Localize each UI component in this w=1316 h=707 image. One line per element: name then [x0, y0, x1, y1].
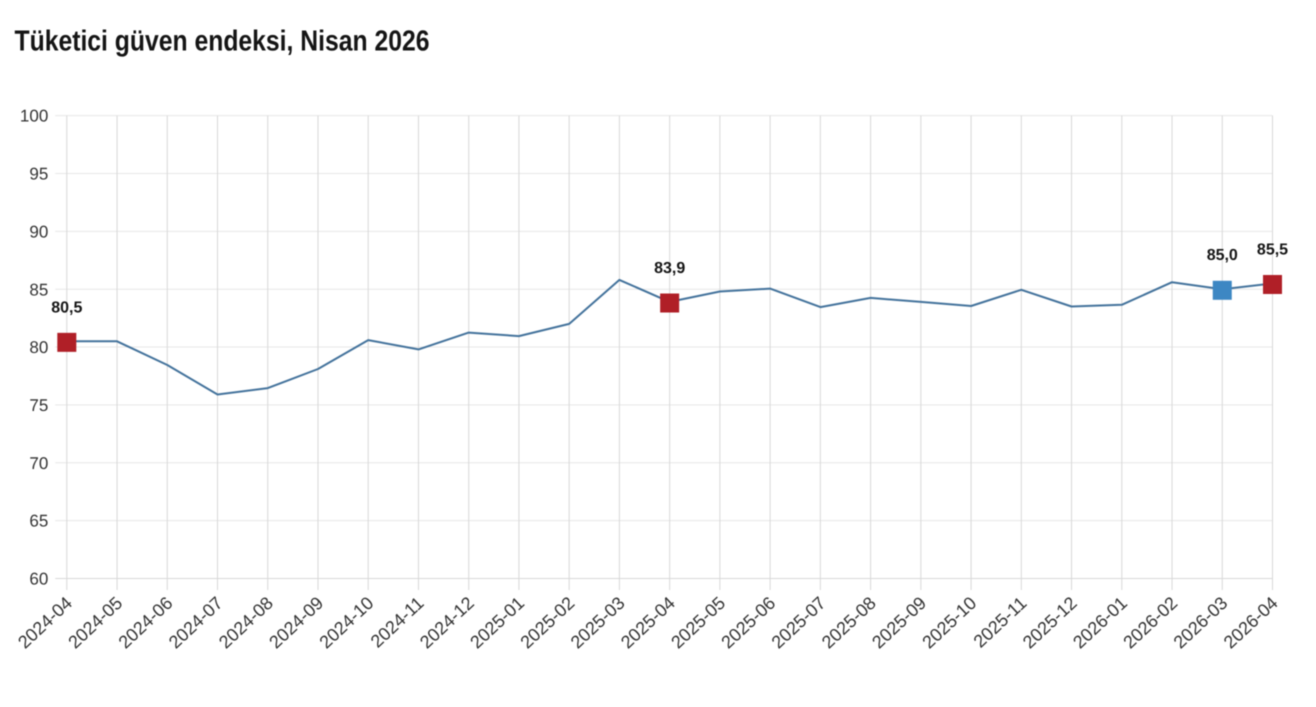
svg-text:2024-11: 2024-11: [367, 593, 428, 652]
svg-text:2025-09: 2025-09: [868, 593, 930, 653]
svg-text:95: 95: [29, 165, 48, 184]
svg-text:2024-05: 2024-05: [64, 593, 126, 653]
svg-text:85,0: 85,0: [1207, 247, 1238, 264]
svg-text:2025-03: 2025-03: [567, 593, 629, 653]
svg-text:2026-01: 2026-01: [1069, 593, 1131, 653]
svg-text:2025-04: 2025-04: [617, 593, 679, 653]
svg-text:2025-05: 2025-05: [667, 593, 729, 653]
svg-text:2025-08: 2025-08: [818, 593, 880, 653]
svg-text:100: 100: [20, 107, 48, 126]
svg-text:Tüketici güven endeksi, Nisan: Tüketici güven endeksi, Nisan 2026: [15, 26, 430, 58]
svg-text:80,5: 80,5: [51, 299, 82, 316]
svg-text:70: 70: [29, 454, 48, 473]
svg-text:85,5: 85,5: [1257, 241, 1288, 258]
svg-text:75: 75: [29, 396, 48, 415]
svg-text:2024-10: 2024-10: [315, 593, 377, 653]
svg-text:2025-02: 2025-02: [516, 593, 578, 653]
svg-text:2026-04: 2026-04: [1220, 593, 1282, 653]
svg-text:60: 60: [29, 570, 48, 589]
svg-text:2025-10: 2025-10: [918, 593, 980, 653]
svg-text:2024-04: 2024-04: [14, 593, 76, 653]
svg-text:2025-06: 2025-06: [717, 593, 779, 653]
svg-text:83,9: 83,9: [654, 260, 685, 277]
svg-text:2025-01: 2025-01: [466, 593, 528, 653]
svg-text:2026-03: 2026-03: [1170, 593, 1232, 653]
svg-text:2024-07: 2024-07: [165, 593, 227, 653]
svg-text:85: 85: [29, 280, 48, 299]
svg-text:90: 90: [29, 222, 48, 241]
svg-text:2025-11: 2025-11: [970, 593, 1031, 652]
svg-text:2026-02: 2026-02: [1119, 593, 1181, 653]
svg-text:2024-06: 2024-06: [115, 593, 177, 653]
svg-text:2024-12: 2024-12: [416, 593, 478, 653]
svg-text:65: 65: [29, 512, 48, 531]
svg-text:2024-08: 2024-08: [215, 593, 277, 653]
svg-text:2025-07: 2025-07: [768, 593, 830, 653]
svg-text:2024-09: 2024-09: [265, 593, 327, 653]
svg-text:2025-12: 2025-12: [1019, 593, 1081, 653]
svg-text:80: 80: [29, 338, 48, 357]
